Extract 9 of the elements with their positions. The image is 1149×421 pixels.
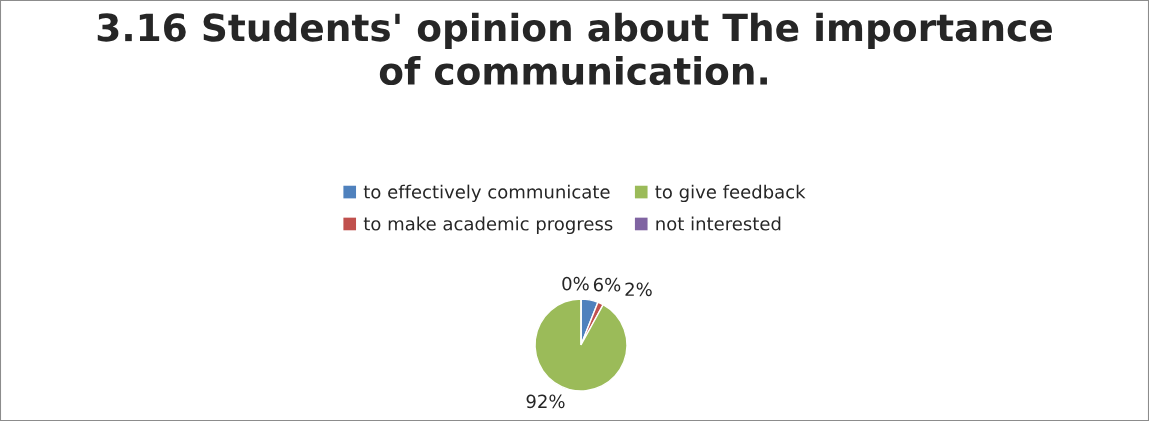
legend-label: to make academic progress bbox=[363, 216, 613, 235]
text: 0% bbox=[562, 276, 589, 291]
legend-label: to give feedback bbox=[655, 184, 806, 203]
chart-title: 3.16 Students' opinion about The importance of communication. bbox=[97, 12, 1052, 86]
data-label: 2% bbox=[625, 282, 652, 297]
legend-label: not interested bbox=[656, 216, 781, 231]
data-label: 92% bbox=[526, 394, 565, 409]
data-label: 6% bbox=[593, 277, 621, 292]
legend-label: to effectively communicate bbox=[363, 184, 610, 203]
